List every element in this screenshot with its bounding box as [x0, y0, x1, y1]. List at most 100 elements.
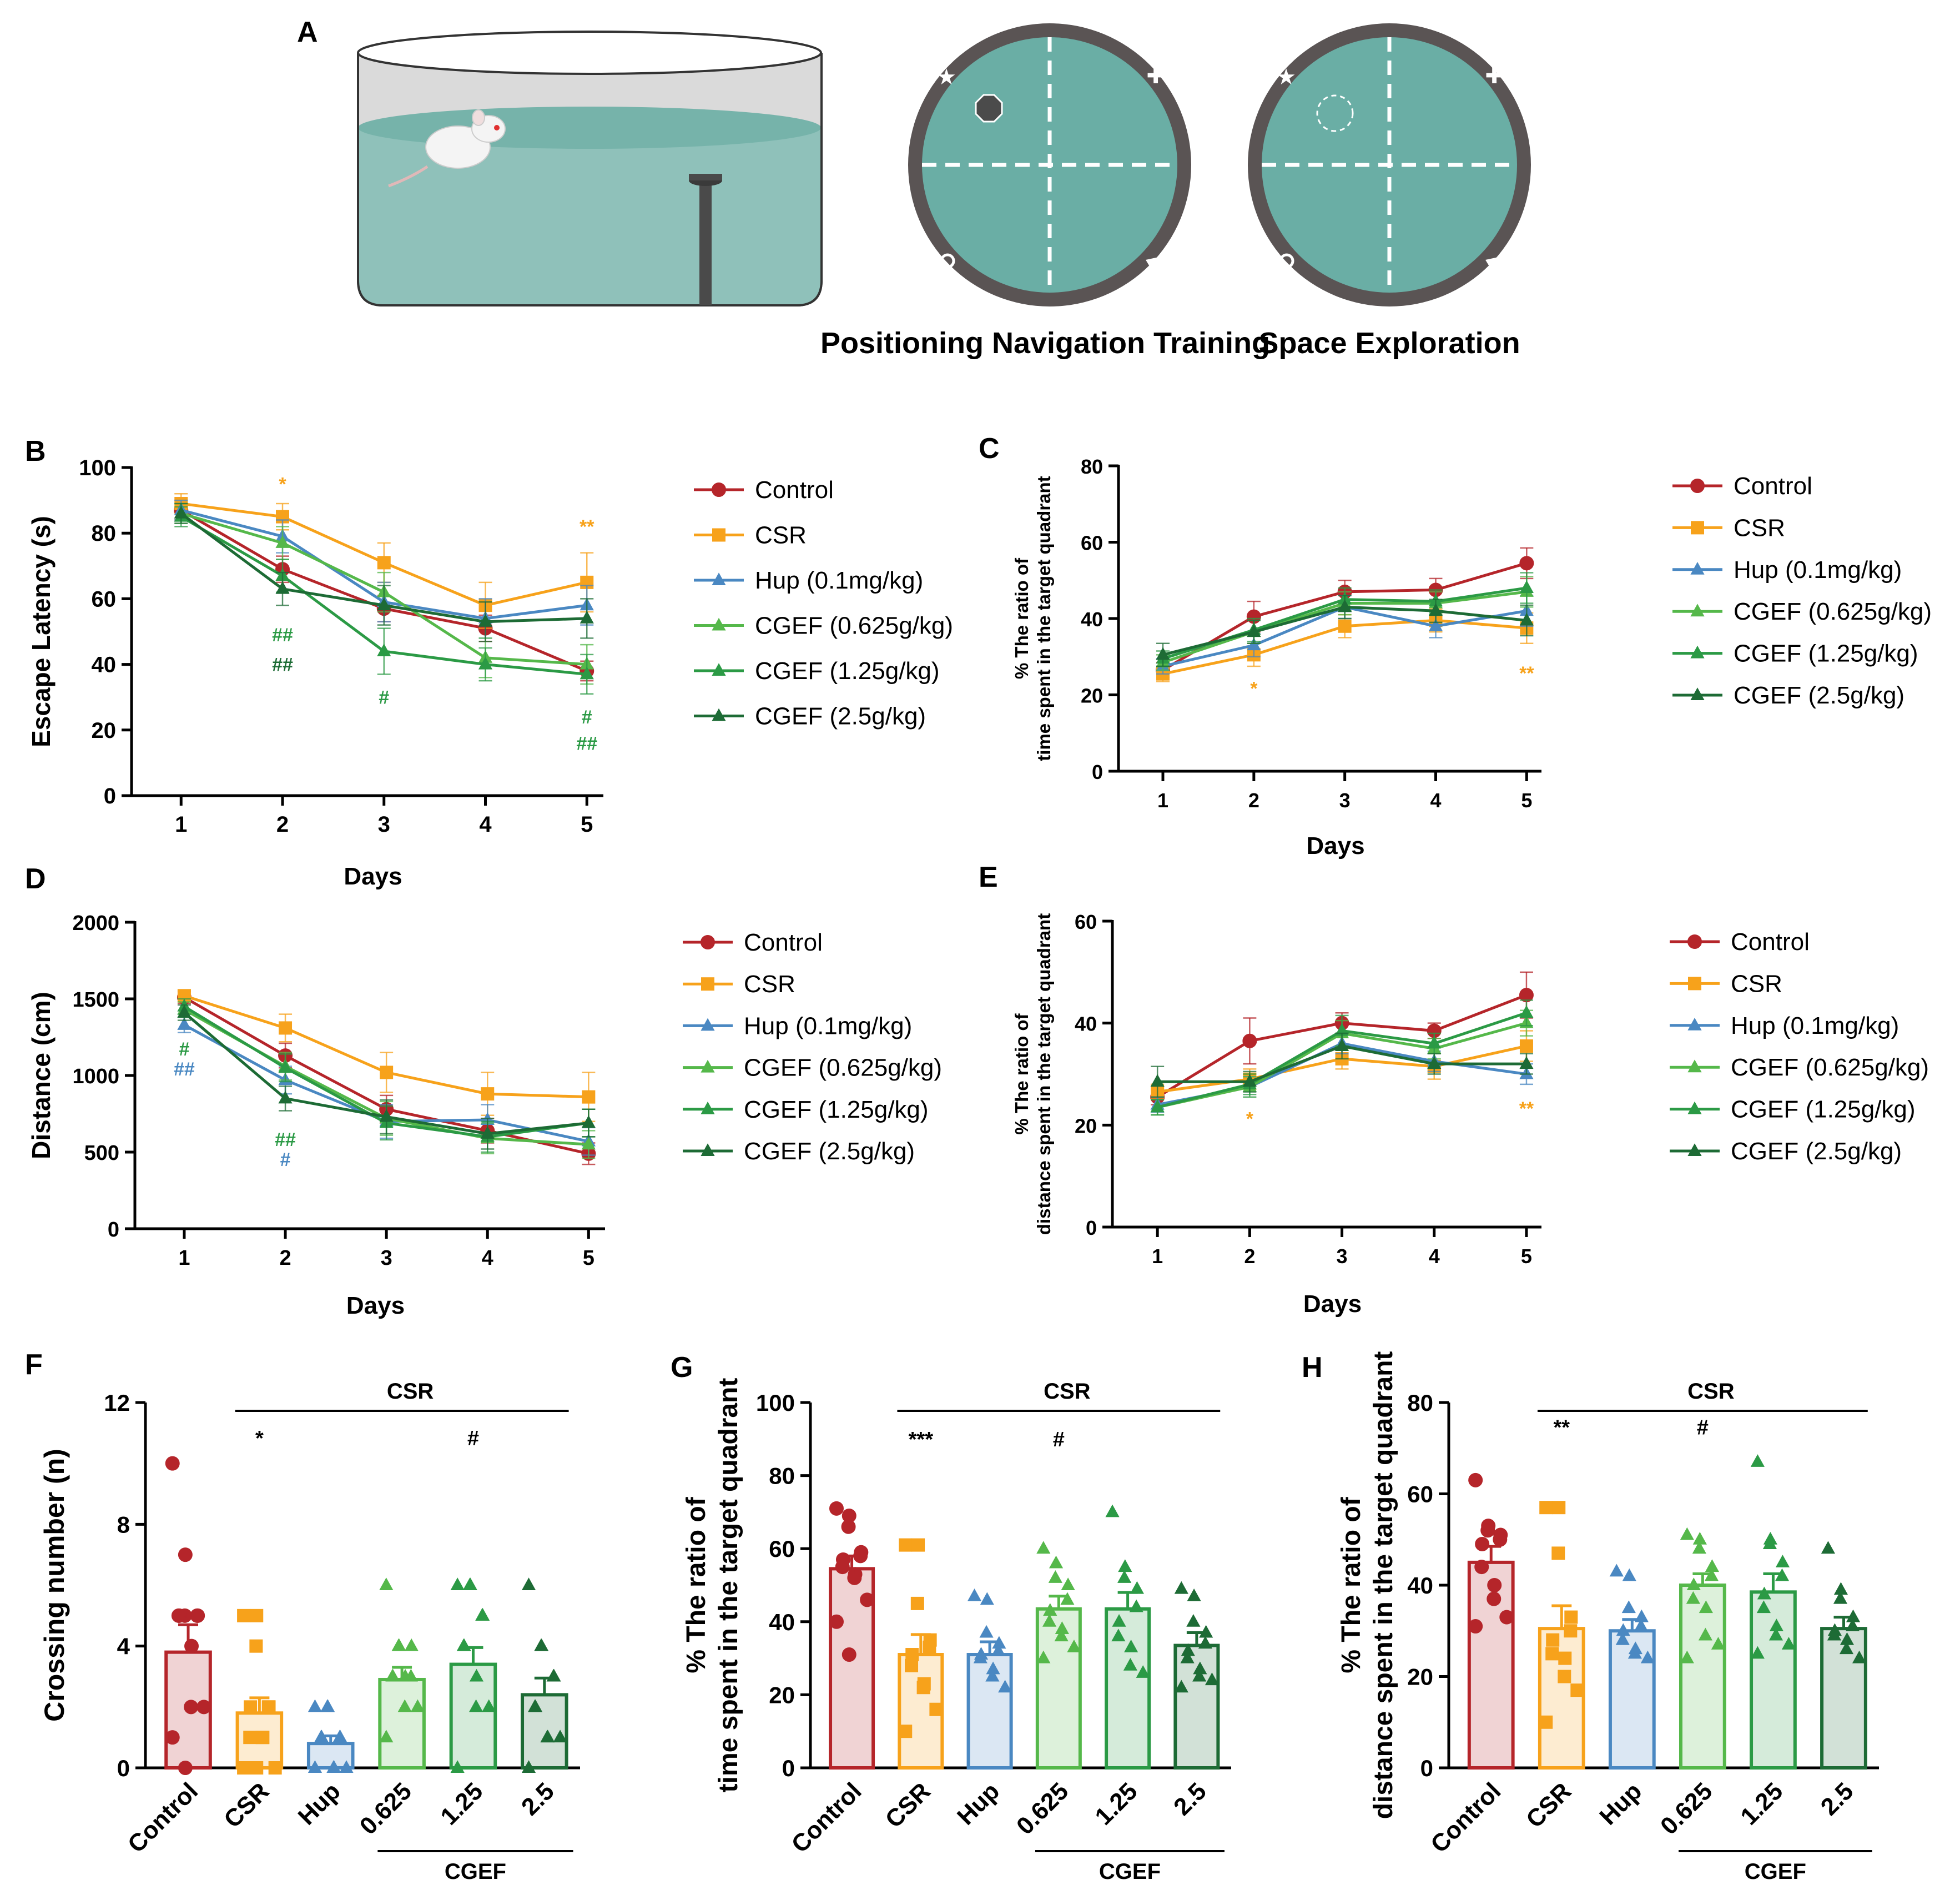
panel-letter: B: [25, 435, 46, 468]
legend-marker: [712, 528, 725, 542]
data-point: [1187, 1588, 1201, 1601]
data-point: [835, 1560, 850, 1575]
x-tick-label: 1.25: [435, 1777, 488, 1830]
y-axis-label: distance spent in the target quadrant: [1369, 1351, 1398, 1819]
data-point: [1781, 1637, 1796, 1650]
x-tick-label: 4: [482, 1246, 493, 1270]
data-point: [450, 1760, 465, 1773]
data-point: [279, 1021, 293, 1035]
significance-mark: ##: [174, 1059, 195, 1080]
data-point: [250, 1609, 264, 1622]
legend-label: Control: [755, 476, 834, 504]
panel-letter-a: A: [297, 16, 318, 48]
y-tick-label: 60: [1407, 1481, 1433, 1507]
data-point: [244, 1700, 258, 1714]
data-point: [1821, 1541, 1836, 1554]
significance-mark: **: [580, 516, 594, 537]
data-point: [462, 1577, 477, 1590]
y-axis-label: % The ratio of: [682, 1496, 711, 1673]
star-icon: ★: [1276, 65, 1296, 89]
data-point: [521, 1577, 536, 1590]
y-tick-label: 20: [769, 1682, 795, 1708]
data-point: [391, 1638, 406, 1651]
data-point: [469, 1699, 483, 1712]
data-point: [268, 1761, 282, 1775]
data-point: [196, 1700, 211, 1715]
significance-mark: #: [179, 1039, 189, 1060]
y-tick-label: 20: [1081, 685, 1103, 707]
data-point: [581, 1115, 596, 1128]
y-axis-label: % The ratio of: [1337, 1496, 1366, 1673]
data-point: [1180, 1650, 1195, 1663]
data-point: [1338, 599, 1352, 612]
legend-marker: [1690, 645, 1705, 659]
legend-marker: [701, 977, 714, 991]
x-tick-label: 3: [1339, 789, 1351, 812]
data-point: [1846, 1609, 1861, 1622]
legend-label: Control: [744, 929, 823, 956]
data-point: [1048, 1570, 1062, 1583]
data-point: [899, 1538, 913, 1552]
x-axis-label: Days: [1306, 832, 1364, 859]
data-point: [1054, 1628, 1069, 1642]
data-point: [1833, 1591, 1848, 1604]
panel-letter: E: [979, 861, 998, 893]
data-point: [379, 1109, 394, 1122]
data-point: [1711, 1637, 1726, 1650]
data-point: [1055, 1621, 1069, 1634]
data-point: [339, 1760, 354, 1773]
data-point: [481, 1087, 495, 1101]
legend-marker: [701, 1102, 715, 1114]
data-point: [1123, 1657, 1137, 1671]
data-point: [1105, 1504, 1120, 1517]
x-tick-label: 0.625: [1011, 1777, 1074, 1840]
data-point: [1634, 1618, 1648, 1632]
data-point: [1692, 1541, 1706, 1554]
data-point: [404, 1638, 419, 1651]
legend-label: CSR: [1734, 514, 1785, 541]
data-point: [998, 1680, 1012, 1693]
y-tick-label: 0: [1092, 761, 1103, 783]
significance-mark: #: [280, 1149, 291, 1170]
data-point: [1198, 1636, 1213, 1649]
y-tick-label: 0: [117, 1755, 130, 1781]
data-point: [1150, 1074, 1165, 1087]
data-point: [847, 1570, 862, 1585]
legend-marker: [1690, 687, 1705, 700]
y-axis-label: Escape Latency (s): [27, 516, 56, 747]
data-point: [1769, 1618, 1784, 1632]
data-point: [326, 1760, 341, 1773]
data-point: [1750, 1454, 1765, 1467]
data-point: [540, 1730, 555, 1743]
data-point: [1487, 1591, 1502, 1606]
y-tick-label: 60: [769, 1536, 795, 1562]
y-tick-label: 0: [104, 784, 116, 808]
data-point: [1186, 1614, 1201, 1627]
data-point: [475, 1608, 490, 1621]
data-point: [553, 1730, 567, 1743]
data-point: [1174, 1581, 1188, 1594]
y-tick-label: 60: [1075, 911, 1097, 933]
data-point: [1060, 1592, 1075, 1605]
data-point: [184, 1638, 199, 1653]
x-tick-label: 5: [583, 1246, 594, 1270]
significance-mark: **: [1553, 1416, 1570, 1440]
y-axis-label: time spent in the target quadrant: [714, 1378, 743, 1793]
data-point: [534, 1638, 548, 1651]
data-point: [1762, 1536, 1777, 1549]
data-point: [482, 1699, 496, 1712]
x-tick-label: Hup: [293, 1777, 346, 1830]
data-point: [478, 656, 493, 670]
y-tick-label: 1500: [72, 988, 119, 1012]
y-tick-label: 0: [1420, 1755, 1433, 1781]
cross-icon: ✚: [1485, 64, 1504, 88]
y-tick-label: 80: [92, 521, 117, 546]
data-point: [1499, 1610, 1514, 1625]
data-point: [1475, 1536, 1490, 1551]
data-point: [1699, 1600, 1713, 1613]
data-point: [1150, 1099, 1165, 1113]
legend-marker: [1690, 604, 1705, 617]
data-point: [308, 1760, 323, 1773]
triangle-marker-icon: [1146, 257, 1161, 271]
data-point: [1112, 1614, 1126, 1627]
